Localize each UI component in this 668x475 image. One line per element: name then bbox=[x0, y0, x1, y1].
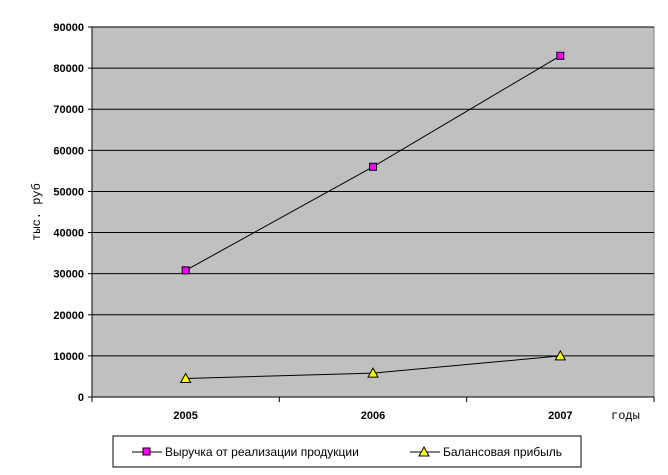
data-point-square bbox=[369, 162, 377, 171]
data-point-square bbox=[181, 266, 190, 275]
y-tick-label: 40000 bbox=[53, 228, 84, 240]
legend-entry-revenue: Выручка от реализации продукции bbox=[132, 445, 359, 459]
data-point-triangle bbox=[367, 367, 379, 378]
legend-label-revenue: Выручка от реализации продукции bbox=[165, 445, 359, 459]
y-axis-title: тыс. руб bbox=[30, 183, 44, 241]
y-tick-label: 30000 bbox=[53, 269, 84, 281]
data-point-triangle bbox=[554, 349, 567, 361]
x-axis-title: годы bbox=[611, 409, 640, 423]
y-axis-ticks: 0 10000 20000 30000 40000 50000 60000 70000 8000… bbox=[53, 22, 92, 404]
series-markers bbox=[179, 51, 567, 383]
legend-marker-square-icon bbox=[142, 447, 151, 456]
axes bbox=[91, 27, 654, 398]
legend: Выручка от реализации продукции Балансов… bbox=[112, 435, 582, 468]
y-tick-label: 80000 bbox=[53, 63, 84, 75]
x-tick-label: 2006 bbox=[361, 410, 385, 422]
data-point-triangle bbox=[179, 372, 192, 383]
y-tick-label: 70000 bbox=[53, 104, 84, 116]
y-tick-label: 10000 bbox=[53, 351, 84, 363]
y-tick-label: 60000 bbox=[53, 145, 84, 157]
x-tick-label: 2007 bbox=[548, 410, 572, 422]
y-tick-label: 0 bbox=[78, 392, 84, 404]
y-tick-label: 90000 bbox=[53, 22, 84, 34]
y-tick-label: 50000 bbox=[53, 186, 84, 198]
plot-area bbox=[91, 26, 655, 398]
y-tick-label: 20000 bbox=[53, 310, 84, 322]
legend-box bbox=[112, 435, 582, 468]
x-axis-ticks: 2005 2006 2007 bbox=[91, 397, 655, 422]
data-point-square bbox=[556, 51, 565, 60]
x-tick-label: 2005 bbox=[173, 410, 197, 422]
legend-entry-profit: Балансовая прибыль bbox=[410, 445, 562, 459]
legend-marker-triangle-icon bbox=[418, 445, 430, 457]
legend-label-profit: Балансовая прибыль bbox=[443, 445, 562, 459]
